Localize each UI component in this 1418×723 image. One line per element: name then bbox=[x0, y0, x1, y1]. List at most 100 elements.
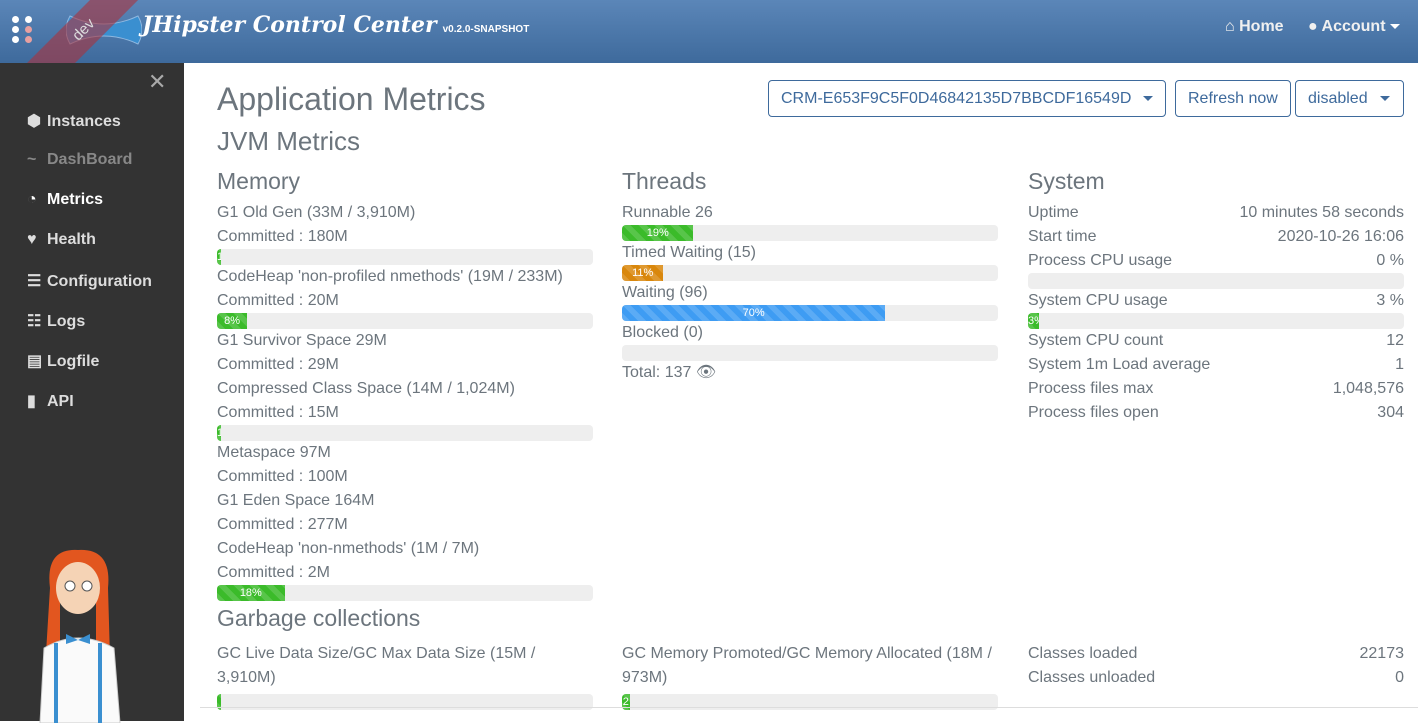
nav-account[interactable]: ● Account bbox=[1308, 18, 1400, 36]
memory-pool-committed: Committed : 180M bbox=[217, 228, 348, 245]
thread-state-label: Runnable 26 bbox=[622, 204, 713, 221]
cube-icon: ⬢ bbox=[27, 113, 41, 130]
divider bbox=[200, 707, 1418, 708]
tachometer-icon: ◔ bbox=[27, 191, 37, 208]
heart-icon: ♥ bbox=[27, 231, 37, 248]
page-title: Application Metrics bbox=[217, 81, 486, 117]
chart-line-icon: ~ bbox=[27, 151, 37, 168]
system-row: System 1m Load average 1 bbox=[1028, 353, 1404, 377]
gc-promoted: GC Memory Promoted/GC Memory Allocated (… bbox=[622, 642, 998, 710]
thread-state-label: Timed Waiting (15) bbox=[622, 244, 756, 261]
label: Configuration bbox=[47, 273, 152, 290]
system-row: Uptime 10 minutes 58 seconds bbox=[1028, 201, 1404, 225]
label: Logfile bbox=[47, 353, 100, 370]
gc-live: GC Live Data Size/GC Max Data Size (15M … bbox=[217, 642, 593, 710]
home-label: Home bbox=[1239, 18, 1284, 35]
progress-bar: 1 bbox=[217, 249, 593, 265]
system-key: System CPU usage bbox=[1028, 292, 1168, 309]
apps-grid-icon[interactable] bbox=[12, 16, 34, 43]
system-key: Start time bbox=[1028, 228, 1097, 245]
brand-title[interactable]: JHipster Control Center bbox=[142, 12, 437, 38]
refresh-button[interactable]: Refresh now bbox=[1175, 80, 1291, 117]
nav-home[interactable]: ⌂ Home bbox=[1225, 18, 1284, 36]
memory-pool-name: Compressed Class Space (14M / 1,024M) bbox=[217, 380, 515, 397]
system-key: Process files max bbox=[1028, 380, 1154, 397]
sidebar-item-instances[interactable]: ⬢ Instances bbox=[27, 111, 121, 131]
gc-promoted-label: GC Memory Promoted/GC Memory Allocated (… bbox=[622, 645, 992, 686]
system-value: 0 % bbox=[1376, 252, 1404, 269]
system-value: 1,048,576 bbox=[1332, 380, 1404, 397]
progress-bar bbox=[1028, 273, 1404, 289]
classes-key: Classes loaded bbox=[1028, 645, 1138, 662]
memory-pool-name: G1 Eden Space 164M bbox=[217, 492, 375, 509]
memory-pool-name: G1 Survivor Space 29M bbox=[217, 332, 387, 349]
label: Health bbox=[47, 231, 96, 248]
progress-fill: 8% bbox=[217, 313, 248, 329]
sidebar-item-health[interactable]: ♥ Health bbox=[27, 231, 96, 249]
classes-row: Classes loaded 22173 bbox=[1028, 642, 1404, 666]
threads-total-label: Total: 137 bbox=[622, 364, 692, 381]
version: v0.2.0-SNAPSHOT bbox=[442, 24, 530, 35]
list-icon: ☰ bbox=[27, 273, 42, 290]
memory-pool-name: CodeHeap 'non-nmethods' (1M / 7M) bbox=[217, 540, 480, 557]
system-key: System CPU count bbox=[1028, 332, 1164, 349]
refresh-interval-select[interactable]: disabled bbox=[1295, 80, 1404, 117]
caret-down-icon bbox=[1389, 24, 1400, 30]
sidebar-item-dashboard[interactable]: ~ DashBoard bbox=[27, 151, 132, 169]
memory-pool-committed: Committed : 15M bbox=[217, 404, 339, 421]
user-icon: ● bbox=[1308, 18, 1318, 35]
tasks-icon: ☷ bbox=[27, 313, 42, 330]
system-key: Process files open bbox=[1028, 404, 1159, 421]
progress-bar: 2 bbox=[622, 694, 998, 710]
memory-pool-committed: Committed : 2M bbox=[217, 564, 330, 581]
sidebar-item-logs[interactable]: ☷ Logs bbox=[27, 311, 85, 331]
classes-value: 0 bbox=[1395, 669, 1404, 686]
system-value: 12 bbox=[1386, 332, 1404, 349]
brand[interactable]: JHipster Control Center v0.2.0-SNAPSHOT bbox=[142, 12, 529, 38]
progress-fill: 18% bbox=[217, 585, 285, 601]
progress-fill: 3% bbox=[1028, 313, 1040, 329]
gc-title: Garbage collections bbox=[217, 605, 421, 631]
system-value: 304 bbox=[1377, 404, 1404, 421]
progress-fill: 1 bbox=[217, 249, 221, 265]
system-value: 10 minutes 58 seconds bbox=[1239, 204, 1404, 221]
instance-select[interactable]: CRM-E653F9C5F0D46842135D7BBCDF16549D bbox=[768, 80, 1166, 117]
memory-list: G1 Old Gen (33M / 3,910M) Committed : 180… bbox=[217, 201, 593, 601]
threads-total[interactable]: Total: 137 👁 bbox=[622, 361, 998, 385]
memory-pool-committed: Committed : 20M bbox=[217, 292, 339, 309]
close-sidebar-icon[interactable]: ✕ bbox=[148, 69, 167, 94]
label: Logs bbox=[47, 313, 86, 330]
file-icon: ▤ bbox=[27, 353, 43, 370]
memory-pool-name: G1 Old Gen (33M / 3,910M) bbox=[217, 204, 416, 221]
system-key: Process CPU usage bbox=[1028, 252, 1173, 269]
progress-fill: 70% bbox=[622, 305, 886, 321]
account-label: Account bbox=[1321, 18, 1386, 35]
env-badge: dev bbox=[69, 15, 99, 45]
memory-pool-committed: Committed : 29M bbox=[217, 356, 339, 373]
threads-list: Runnable 26 19% Timed Waiting (15) 11% Waiti… bbox=[622, 201, 998, 385]
memory-pool-committed: Committed : 277M bbox=[217, 516, 348, 533]
caret-down-icon bbox=[1143, 96, 1154, 102]
sidebar-item-metrics[interactable]: ◔ Metrics bbox=[27, 191, 103, 209]
progress-bar bbox=[622, 345, 998, 361]
system-value: 2020-10-26 16:06 bbox=[1277, 228, 1404, 245]
progress-bar: 1 bbox=[217, 425, 593, 441]
system-key: System 1m Load average bbox=[1028, 356, 1211, 373]
navbar: JHipster Control Center v0.2.0-SNAPSHOT … bbox=[0, 0, 1418, 63]
sidebar-item-api[interactable]: ▮ API bbox=[27, 391, 74, 411]
system-row: System CPU count 12 bbox=[1028, 329, 1404, 353]
progress-bar bbox=[217, 694, 593, 710]
system-row: Process files open 304 bbox=[1028, 401, 1404, 425]
sidebar-item-configuration[interactable]: ☰ Configuration bbox=[27, 271, 152, 291]
threads-title: Threads bbox=[622, 168, 707, 194]
instance-select-value: CRM-E653F9C5F0D46842135D7BBCDF16549D bbox=[781, 90, 1132, 107]
sidebar-item-logfile[interactable]: ▤ Logfile bbox=[27, 351, 99, 371]
memory-pool-committed: Committed : 100M bbox=[217, 468, 348, 485]
thread-state-label: Blocked (0) bbox=[622, 324, 703, 341]
progress-fill: 19% bbox=[622, 225, 694, 241]
system-value: 3 % bbox=[1376, 292, 1404, 309]
progress-bar: 11% bbox=[622, 265, 998, 281]
book-icon: ▮ bbox=[27, 393, 36, 410]
jhipster-mascot-illustration bbox=[39, 549, 121, 723]
eye-icon[interactable]: 👁 bbox=[695, 364, 717, 381]
